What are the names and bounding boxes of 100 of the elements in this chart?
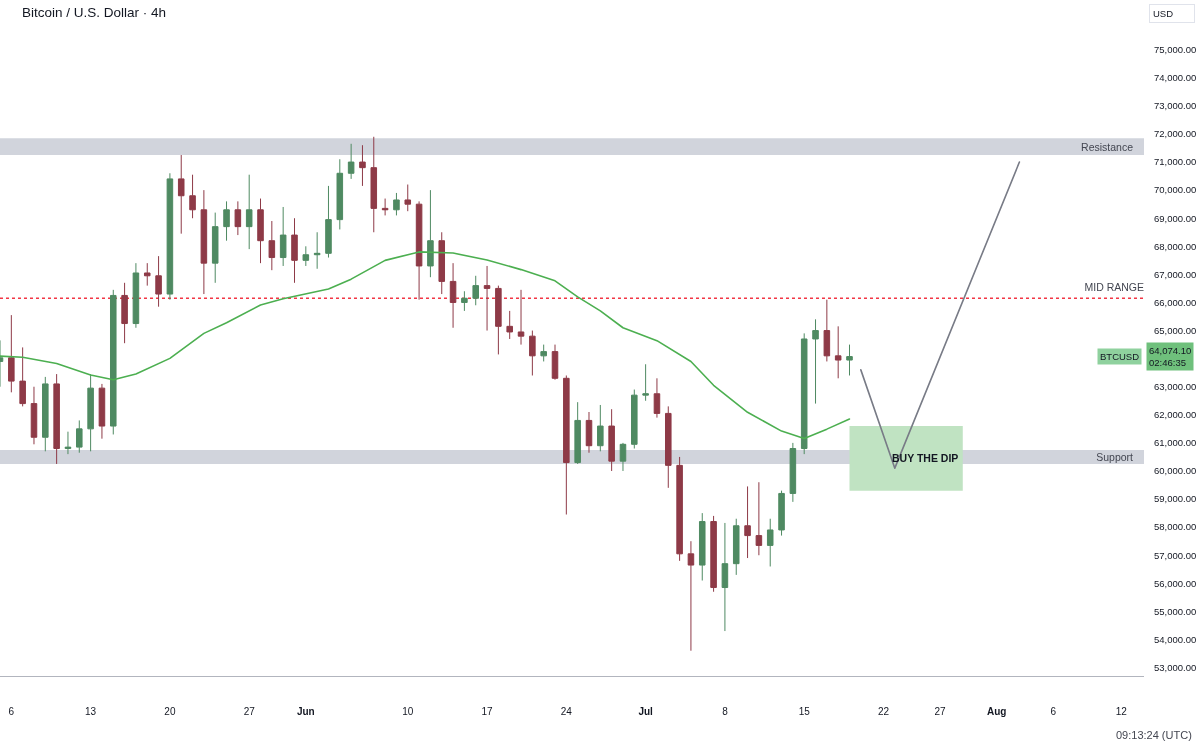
y-tick-label: 56,000.00 bbox=[1154, 577, 1197, 589]
candlestick bbox=[800, 332, 808, 455]
candlestick bbox=[744, 485, 751, 559]
y-tick-label: 60,000.00 bbox=[1154, 465, 1197, 477]
y-tick-label: 69,000.00 bbox=[1154, 212, 1197, 224]
y-tick-label: 72,000.00 bbox=[1154, 128, 1197, 140]
candlestick bbox=[846, 344, 853, 376]
text: 64,074.10 02:46:35 bbox=[1149, 345, 1192, 369]
y-tick-label: 61,000.00 bbox=[1154, 437, 1197, 449]
candlestick bbox=[495, 285, 502, 355]
y-tick-label: 70,000.00 bbox=[1154, 184, 1197, 196]
x-tick-label: 6 bbox=[8, 706, 15, 717]
candlestick bbox=[325, 185, 332, 259]
candlestick bbox=[472, 275, 479, 306]
x-tick-label: Jun bbox=[296, 706, 315, 717]
candlestick bbox=[211, 212, 219, 284]
chart-title: Bitcoin / U.S. Dollar · 4h bbox=[22, 4, 167, 20]
line-series bbox=[0, 251, 851, 440]
x-tick-label: 22 bbox=[877, 706, 890, 717]
candlestick bbox=[64, 431, 72, 455]
candlestick bbox=[132, 262, 140, 329]
y-tick-label: 53,000.00 bbox=[1154, 661, 1197, 673]
candlestick bbox=[109, 289, 117, 435]
candlestick bbox=[438, 231, 446, 295]
candlestick bbox=[189, 174, 196, 219]
candlestick bbox=[698, 512, 706, 582]
candlestick bbox=[313, 231, 321, 270]
y-tick-label: 73,000.00 bbox=[1154, 100, 1197, 112]
candlestick bbox=[585, 411, 593, 454]
candlestick bbox=[53, 373, 60, 465]
text: 09:13:24 (UTC) bbox=[1116, 729, 1192, 741]
y-tick-label: 63,000.00 bbox=[1154, 381, 1197, 393]
x-tick-label: 24 bbox=[560, 706, 573, 717]
candlestick bbox=[608, 408, 615, 472]
candlestick bbox=[461, 290, 468, 312]
annotation: BTCUSD bbox=[1100, 351, 1140, 362]
candlestick bbox=[245, 174, 253, 250]
x-tick-label: 13 bbox=[85, 706, 97, 717]
candlestick bbox=[347, 143, 355, 180]
y-tick-label: 68,000.00 bbox=[1154, 240, 1197, 252]
candlestick bbox=[631, 389, 638, 450]
candlestick bbox=[166, 172, 174, 301]
candlestick bbox=[279, 206, 287, 267]
candlestick bbox=[597, 404, 604, 452]
candlestick bbox=[732, 518, 740, 576]
candlestick bbox=[155, 255, 162, 308]
candlestick bbox=[268, 220, 276, 271]
x-tick-label: 6 bbox=[1050, 706, 1057, 717]
candlestick bbox=[574, 401, 581, 465]
ref-line-label: MID RANGE bbox=[1084, 280, 1144, 293]
x-tick-label: 27 bbox=[934, 706, 947, 717]
x-tick-label: 8 bbox=[722, 706, 729, 717]
candlestick bbox=[789, 442, 797, 503]
candlestick bbox=[359, 144, 366, 187]
candlestick bbox=[404, 184, 412, 212]
candlestick bbox=[234, 200, 242, 236]
candlestick bbox=[177, 154, 185, 235]
candlestick bbox=[223, 200, 230, 242]
band-label: Support bbox=[1096, 451, 1134, 464]
candlestick bbox=[563, 374, 570, 516]
candlestick bbox=[98, 383, 106, 440]
candlestick bbox=[766, 518, 774, 567]
candlestick bbox=[721, 522, 729, 632]
y-tick-label: 57,000.00 bbox=[1154, 549, 1197, 561]
annotation: BUY THE DIP bbox=[892, 452, 959, 464]
candlestick bbox=[642, 363, 649, 402]
candlestick bbox=[302, 245, 310, 267]
y-tick-label: 54,000.00 bbox=[1154, 633, 1197, 645]
candlestick bbox=[710, 515, 717, 593]
x-tick-label: 20 bbox=[164, 706, 176, 717]
candlestick bbox=[143, 262, 151, 287]
candlestick bbox=[370, 136, 378, 233]
x-tick-label: 10 bbox=[402, 706, 414, 717]
x-tick-label: 27 bbox=[243, 706, 256, 717]
candlestick bbox=[483, 265, 491, 332]
y-tick-label: 55,000.00 bbox=[1154, 605, 1197, 617]
candlestick bbox=[619, 442, 627, 472]
candlestick bbox=[336, 158, 344, 230]
candlestick bbox=[19, 346, 26, 407]
candlestick bbox=[449, 262, 457, 329]
candlestick bbox=[687, 540, 695, 652]
candlestick bbox=[665, 405, 672, 489]
y-tick-label: 59,000.00 bbox=[1154, 493, 1197, 505]
y-tick-label: 71,000.00 bbox=[1154, 156, 1197, 168]
candlestick bbox=[42, 376, 49, 452]
x-tick-label: Jul bbox=[638, 706, 654, 717]
candlestick bbox=[87, 373, 94, 452]
y-axis-title: USD bbox=[1153, 8, 1174, 19]
candlestick bbox=[30, 386, 38, 445]
y-tick-label: 74,000.00 bbox=[1154, 72, 1197, 84]
candlestick bbox=[676, 456, 683, 562]
candlestick bbox=[778, 490, 785, 537]
candlestick bbox=[291, 217, 298, 284]
x-tick-label: 17 bbox=[481, 706, 494, 717]
x-tick-label: 12 bbox=[1115, 706, 1128, 717]
candlestick bbox=[427, 189, 434, 278]
candlestick bbox=[834, 325, 842, 379]
y-tick-label: 65,000.00 bbox=[1154, 324, 1197, 336]
y-tick-label: 75,000.00 bbox=[1154, 44, 1197, 56]
candlestick bbox=[517, 289, 525, 346]
